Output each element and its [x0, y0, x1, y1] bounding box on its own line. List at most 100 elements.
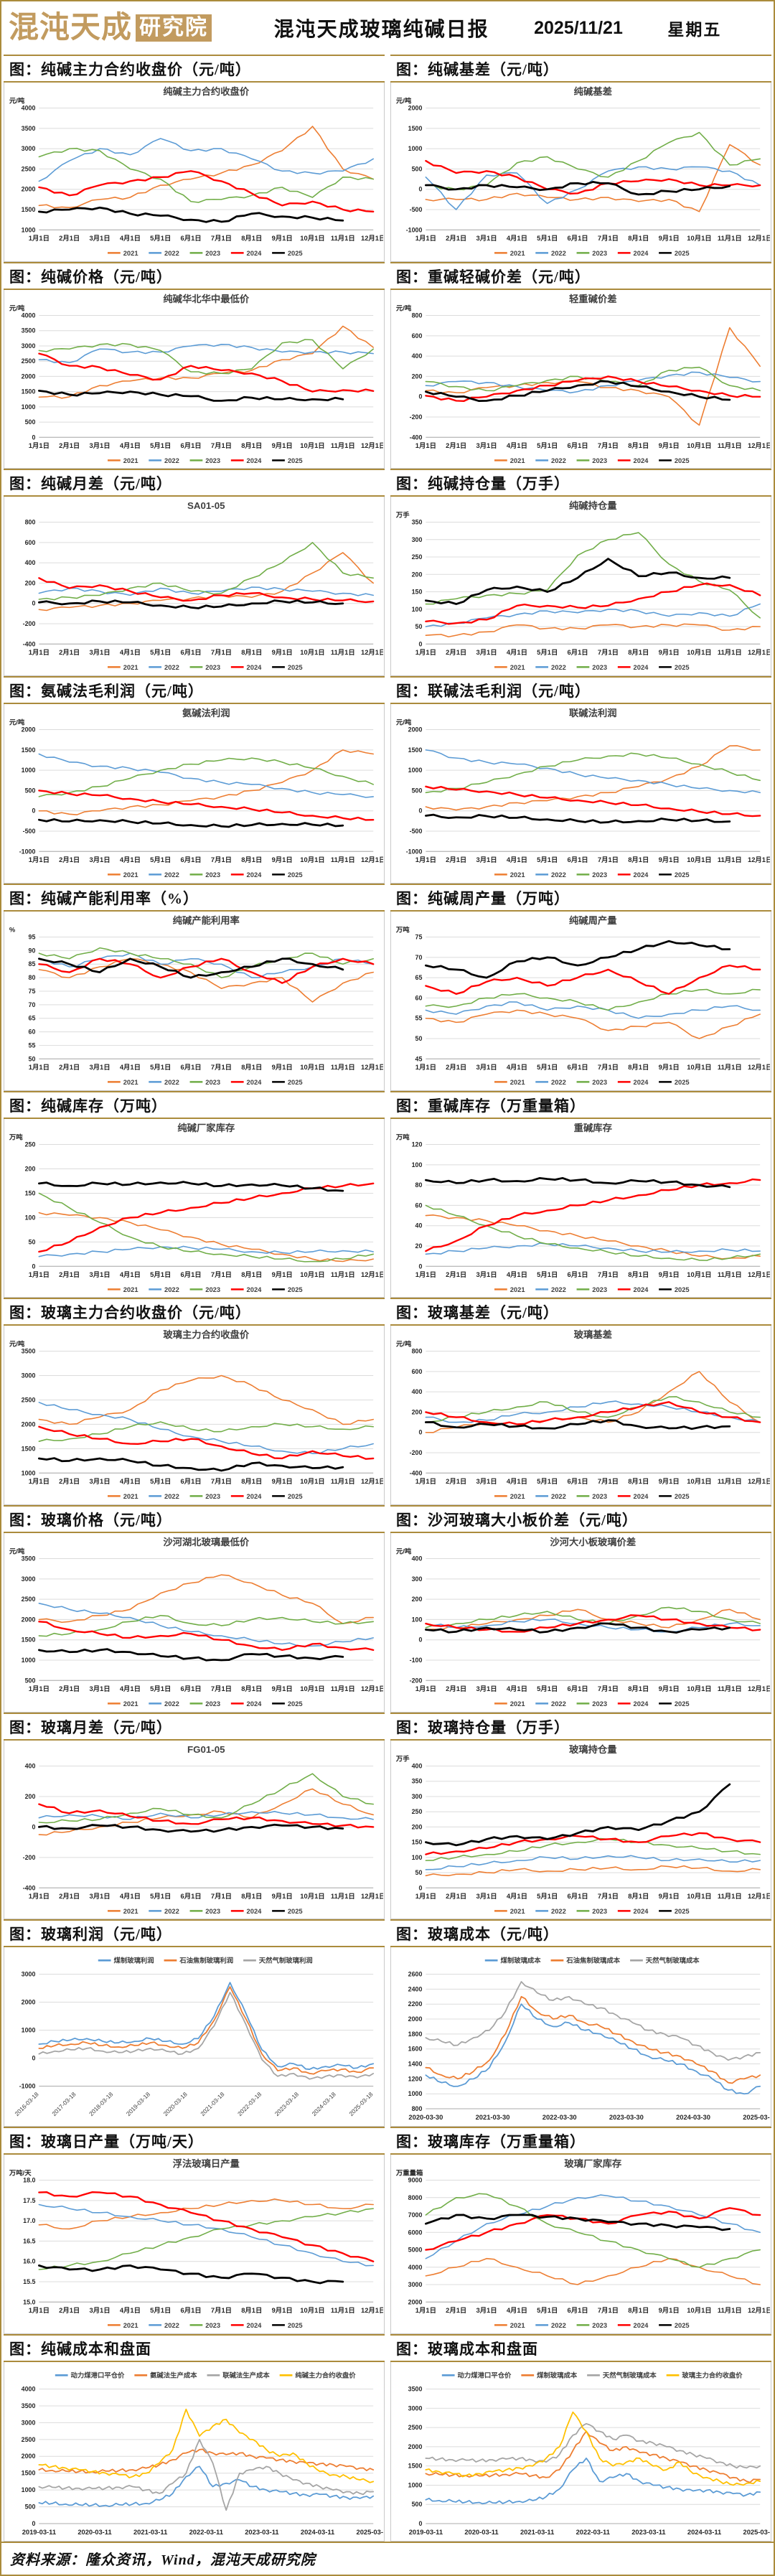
svg-text:12月1日: 12月1日	[361, 235, 383, 242]
svg-text:2021: 2021	[123, 1908, 138, 1915]
svg-text:1月1日: 1月1日	[29, 1893, 50, 1900]
svg-text:-500: -500	[410, 206, 423, 213]
svg-text:玻璃主力合约收盘价: 玻璃主力合约收盘价	[682, 2371, 743, 2379]
svg-text:2021: 2021	[123, 664, 138, 671]
svg-text:1月1日: 1月1日	[415, 650, 436, 657]
svg-text:3月1日: 3月1日	[89, 650, 110, 657]
svg-text:元/吨: 元/吨	[396, 1340, 412, 1348]
svg-text:11月1日: 11月1日	[718, 1478, 742, 1485]
svg-text:2023: 2023	[205, 1285, 220, 1293]
svg-text:2021: 2021	[510, 1285, 525, 1293]
svg-text:-400: -400	[23, 1884, 36, 1891]
svg-text:6月1日: 6月1日	[181, 1478, 202, 1485]
svg-text:2022: 2022	[164, 1908, 179, 1915]
svg-text:5月1日: 5月1日	[150, 2307, 171, 2314]
svg-text:2022: 2022	[164, 457, 179, 464]
svg-text:12月1日: 12月1日	[361, 1271, 383, 1278]
svg-text:10月1日: 10月1日	[300, 1478, 324, 1485]
chart-canvas: -400 -200 0 200 400 600 800 SA01-05 1月1日 2月1日 3月1日…	[4, 497, 385, 677]
chart-panel-title: 图：沙河玻璃大小板价差（元/吨）	[390, 1505, 771, 1534]
svg-text:8月1日: 8月1日	[241, 1064, 262, 1071]
chart-panel-fg-basis: 图：玻璃基差（元/吨） -400 -200 0 200 400 600 800 元/吨 玻璃基差…	[390, 1298, 771, 1506]
svg-text:7月1日: 7月1日	[598, 2307, 619, 2314]
svg-text:0: 0	[419, 186, 423, 193]
svg-text:3月1日: 3月1日	[89, 1064, 110, 1071]
svg-text:100: 100	[412, 1854, 423, 1861]
chart-panel-title-text: 图：纯碱基差（元/吨）	[396, 61, 559, 78]
report-weekday: 星期五	[667, 21, 722, 39]
svg-text:65: 65	[415, 974, 423, 981]
svg-text:7月1日: 7月1日	[211, 1064, 232, 1071]
svg-text:2022: 2022	[551, 1493, 566, 1500]
svg-text:2025: 2025	[288, 457, 303, 464]
svg-text:16.0: 16.0	[23, 2258, 35, 2265]
svg-text:5月1日: 5月1日	[537, 650, 558, 657]
svg-text:纯碱基差: 纯碱基差	[574, 85, 612, 97]
svg-text:2022-03-18: 2022-03-18	[236, 2091, 263, 2118]
chart-panel-ammonia-profit: 图：氨碱法毛利润（元/吨） -1000 -500 0 500 1000 1500 2000 元…	[4, 676, 385, 884]
svg-text:2023: 2023	[592, 250, 607, 257]
chart-panel-title: 图：重碱库存（万重量箱）	[390, 1090, 771, 1119]
svg-text:2000: 2000	[408, 726, 423, 734]
chart-panel-fg-open-interest: 图：玻璃持仓量（万手） 0 50 100 150 200 250 300 350 400 万手 玻璃…	[390, 1712, 771, 1920]
svg-text:2025: 2025	[288, 871, 303, 879]
svg-text:2500: 2500	[22, 1397, 36, 1404]
svg-text:天然气制玻璃成本: 天然气制玻璃成本	[603, 2371, 657, 2379]
svg-text:3000: 3000	[22, 2419, 36, 2426]
svg-text:2021: 2021	[510, 1908, 525, 1915]
svg-text:3月1日: 3月1日	[476, 1064, 497, 1071]
svg-text:4月1日: 4月1日	[507, 856, 527, 863]
svg-text:2021-03-30: 2021-03-30	[476, 2114, 510, 2121]
svg-text:4月1日: 4月1日	[120, 442, 141, 449]
svg-text:6月1日: 6月1日	[568, 235, 588, 242]
svg-text:7月1日: 7月1日	[211, 1478, 232, 1485]
svg-text:12月1日: 12月1日	[748, 1478, 770, 1485]
svg-text:2500: 2500	[22, 357, 36, 365]
svg-text:1000: 1000	[22, 403, 36, 411]
svg-text:8月1日: 8月1日	[241, 1271, 262, 1278]
svg-text:2500: 2500	[22, 1596, 36, 1603]
svg-text:3000: 3000	[22, 145, 36, 152]
svg-text:2022: 2022	[164, 2322, 179, 2329]
svg-text:400: 400	[25, 560, 36, 567]
svg-text:5月1日: 5月1日	[150, 1271, 171, 1278]
svg-text:2022: 2022	[164, 1079, 179, 1086]
svg-text:11月1日: 11月1日	[331, 2307, 355, 2314]
svg-text:6月1日: 6月1日	[181, 442, 202, 449]
svg-text:3月1日: 3月1日	[476, 442, 497, 449]
svg-text:18.0: 18.0	[23, 2177, 35, 2184]
svg-text:150: 150	[412, 1838, 423, 1845]
svg-text:2022: 2022	[551, 664, 566, 671]
svg-text:6月1日: 6月1日	[568, 1893, 588, 1900]
svg-text:元/吨: 元/吨	[9, 718, 25, 726]
svg-text:10月1日: 10月1日	[687, 1478, 711, 1485]
svg-text:10月1日: 10月1日	[300, 1685, 324, 1692]
chart-panel-title: 图：纯碱持仓量（万手）	[390, 469, 771, 497]
svg-text:4000: 4000	[22, 2385, 36, 2392]
svg-text:400: 400	[412, 1555, 423, 1563]
svg-text:氨碱法利润: 氨碱法利润	[182, 707, 230, 718]
svg-text:0: 0	[419, 1263, 423, 1270]
svg-text:1月1日: 1月1日	[415, 1478, 436, 1485]
svg-text:-400: -400	[23, 641, 36, 648]
svg-text:1500: 1500	[22, 746, 36, 754]
svg-text:0: 0	[32, 2055, 36, 2062]
svg-text:12月1日: 12月1日	[361, 650, 383, 657]
svg-text:0: 0	[32, 1263, 36, 1270]
svg-text:4月1日: 4月1日	[120, 235, 141, 242]
chart-panel-title-text: 图：纯碱主力合约收盘价（元/吨）	[9, 61, 251, 78]
svg-text:2023: 2023	[205, 664, 220, 671]
svg-text:9月1日: 9月1日	[659, 1271, 680, 1278]
chart-panel-heavy-sa-inventory: 图：重碱库存（万重量箱） 0 20 40 60 80 100 120 万吨 重碱库存 1月1日 2月…	[390, 1090, 771, 1298]
svg-text:2024: 2024	[634, 250, 649, 257]
chart-panel-title-text: 图：氨碱法毛利润（元/吨）	[9, 683, 204, 701]
svg-text:2023: 2023	[592, 1285, 607, 1293]
svg-text:2023: 2023	[205, 1493, 220, 1500]
svg-text:5月1日: 5月1日	[537, 856, 558, 863]
chart-canvas: 0 50 100 150 200 250 300 350 400 万手 玻璃持仓量 1月1日 2月1日 3…	[390, 1740, 771, 1920]
svg-text:2000: 2000	[22, 373, 36, 380]
svg-text:500: 500	[412, 2501, 423, 2508]
svg-text:-200: -200	[23, 620, 36, 627]
svg-text:1000: 1000	[408, 2481, 423, 2488]
